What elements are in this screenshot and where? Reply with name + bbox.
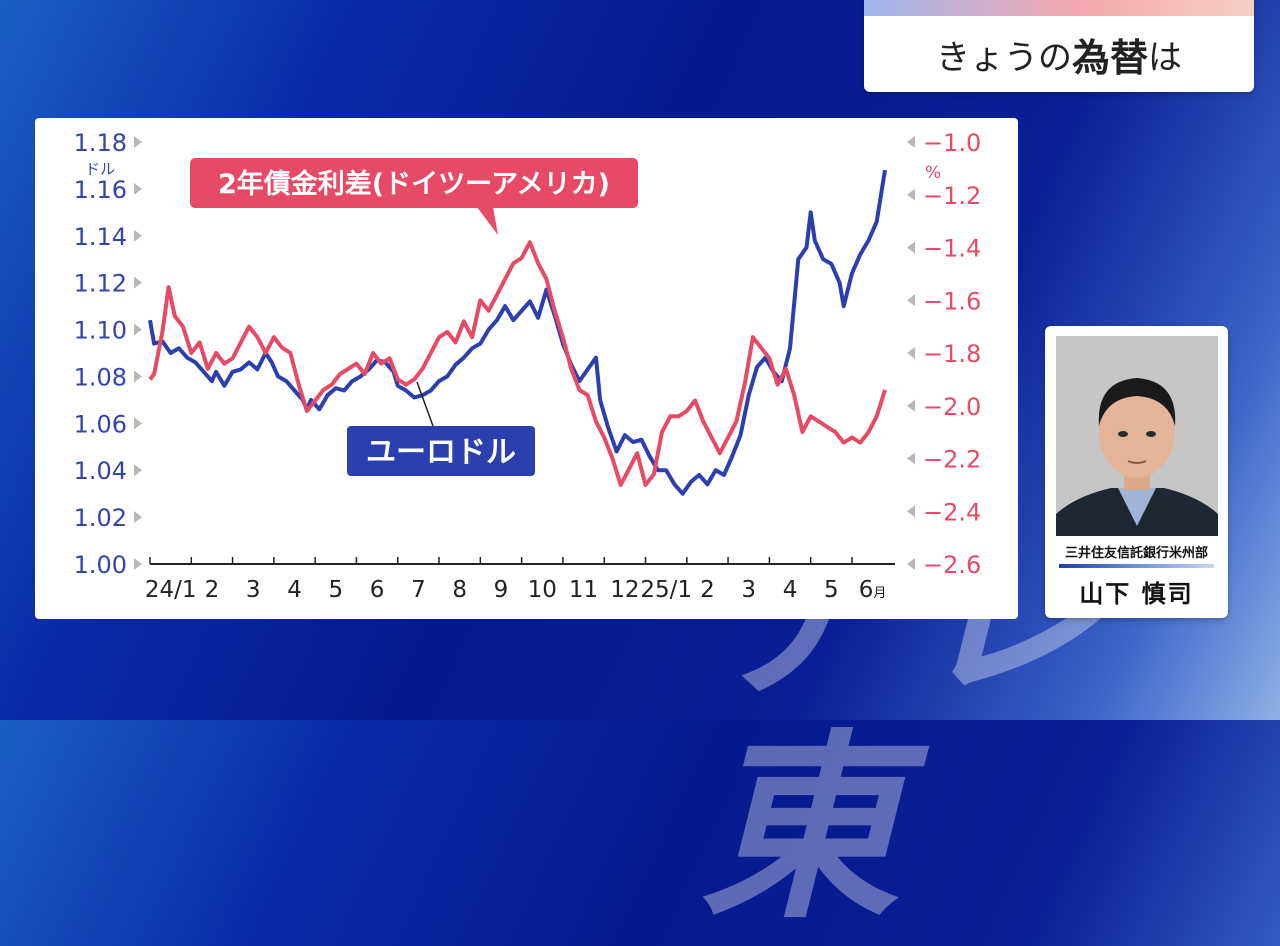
title-accent-strip [864, 0, 1254, 16]
right-tick-marker-icon [907, 452, 915, 465]
x-tick-label: 2 [700, 577, 715, 603]
x-tick-label: 6 [370, 577, 385, 603]
left-axis-unit: ドル [85, 160, 115, 178]
right-tick-label: −2.0 [923, 393, 981, 421]
right-tick-marker-icon [907, 347, 915, 359]
left-tick-marker-icon [134, 417, 142, 430]
left-tick-marker-icon [134, 464, 142, 477]
x-tick-label: 4 [783, 577, 798, 603]
left-tick-label: 1.12 [74, 270, 127, 298]
presenter-divider [1059, 564, 1214, 568]
right-tick-marker-icon [907, 294, 915, 307]
right-tick-label: −2.4 [923, 498, 981, 526]
x-tick-label: 5 [328, 577, 343, 603]
left-tick-label: 1.04 [74, 457, 127, 485]
x-tick-label: 2 [205, 577, 220, 603]
right-tick-marker-icon [907, 558, 915, 570]
x-tick-label: 10 [528, 577, 557, 603]
left-tick-label: 1.02 [74, 504, 127, 532]
presenter-card: 三井住友信託銀行米州部 山下 慎司 [1045, 326, 1228, 618]
presenter-affiliation: 三井住友信託銀行米州部 [1064, 546, 1208, 561]
eurusd-series-label: ユーロドル [366, 435, 516, 470]
right-tick-marker-icon [907, 136, 915, 148]
yield-spread-series-line [148, 240, 887, 487]
left-tick-marker-icon [134, 323, 142, 336]
right-tick-label: −1.4 [923, 235, 981, 263]
left-tick-label: 1.10 [74, 317, 127, 345]
title-suffix: は [1148, 37, 1182, 78]
left-tick-marker-icon [134, 370, 142, 383]
x-tick-label: 9 [494, 577, 509, 603]
fx-chart: 1.18 1.16 1.14 1.12 1.10 1.08 1.06 1.04 1.02 1.00… [74, 129, 982, 603]
x-tick-label: 3 [741, 577, 756, 603]
x-tick-label: 6月 [859, 577, 887, 603]
title-prefix: きょうの [935, 37, 1072, 78]
spread-series-label: 2年債金利差(ドイツーアメリカ) [218, 168, 610, 200]
right-tick-marker-icon [907, 241, 915, 254]
right-tick-marker-icon [907, 188, 915, 201]
left-tick-marker-icon [134, 511, 142, 524]
x-tick-label: 4 [287, 577, 302, 603]
eurusd-label-box [347, 426, 535, 476]
presenter-photo [1056, 336, 1218, 536]
x-tick-label: 5 [824, 577, 839, 603]
spread-label-pointer [477, 207, 498, 235]
left-tick-marker-icon [134, 182, 142, 195]
right-tick-label: −2.6 [923, 551, 981, 579]
x-tick-label: 11 [569, 577, 598, 603]
x-tick-label: 7 [411, 577, 426, 603]
spread-label-box [190, 158, 638, 208]
eurusd-label-leader [416, 381, 434, 427]
presenter-name: 山下 慎司 [1079, 580, 1194, 608]
left-tick-label: 1.18 [74, 129, 127, 157]
person-silhouette-icon [1056, 336, 1218, 536]
left-tick-marker-icon [134, 558, 142, 570]
x-unit-label: 月 [873, 586, 886, 601]
x-tick-label: 8 [452, 577, 467, 603]
left-tick-label: 1.08 [74, 363, 127, 391]
left-tick-label: 1.06 [74, 410, 127, 438]
right-tick-label: −1.2 [923, 182, 981, 210]
right-axis-unit: % [925, 163, 941, 183]
chart-panel: 1.18 1.16 1.14 1.12 1.10 1.08 1.06 1.04 1.02 1.00… [35, 118, 1018, 619]
right-tick-marker-icon [907, 399, 915, 412]
left-tick-label: 1.16 [74, 176, 127, 204]
left-tick-label: 1.00 [74, 551, 127, 579]
x-tick-label: 3 [246, 577, 261, 603]
right-tick-label: −1.6 [923, 287, 981, 315]
title-bold: 為替 [1071, 35, 1148, 80]
right-tick-marker-icon [907, 505, 915, 518]
left-tick-marker-icon [134, 229, 142, 242]
title-banner: きょうの 為替 は [864, 0, 1254, 92]
left-tick-label: 1.14 [74, 223, 127, 251]
right-tick-label: −2.2 [923, 446, 981, 474]
eurusd-series-line [148, 169, 887, 496]
left-tick-marker-icon [134, 136, 142, 148]
x-tick-label: 12 [610, 577, 639, 603]
right-tick-label: −1.8 [923, 340, 981, 368]
left-tick-marker-icon [134, 276, 142, 289]
x-tick-label: 25/1 [640, 577, 692, 603]
right-tick-label: −1.0 [923, 129, 981, 157]
x-tick-label: 24/1 [145, 577, 197, 603]
page-title: きょうの 為替 は [864, 22, 1254, 86]
